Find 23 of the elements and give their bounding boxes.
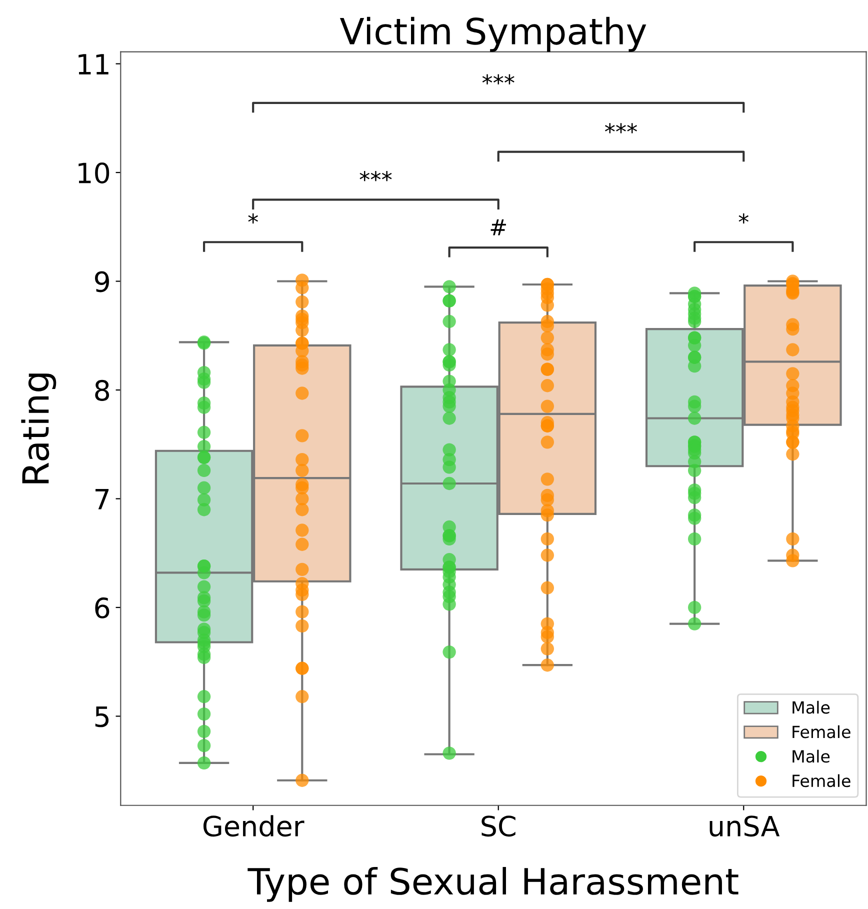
y-tick-label: 8 <box>95 380 110 401</box>
y-tick-label: 11 <box>78 54 108 74</box>
annotation: *** <box>360 170 392 182</box>
y-tick-label: 9 <box>95 271 109 292</box>
x-tick-label: unSA <box>710 816 780 837</box>
legend-label: Female <box>792 725 850 738</box>
y-tick-label: 7 <box>96 489 109 510</box>
x-tick-label: SC <box>482 816 516 837</box>
y-tick-label: 10 <box>78 162 110 184</box>
annotation: *** <box>482 74 514 84</box>
x-axis-title: Type of Sexual Harassment <box>248 866 738 902</box>
annotation: *** <box>604 123 637 134</box>
annotation: * <box>248 213 258 224</box>
x-tick-label: Gender <box>203 815 304 837</box>
annotation: # <box>490 219 506 236</box>
y-tick-label: 6 <box>95 597 110 618</box>
legend-label: Male <box>792 700 830 714</box>
chart-title: Victim Sympathy <box>340 16 646 52</box>
legend-label: Female <box>792 774 850 788</box>
y-axis-title: Rating <box>21 374 56 484</box>
legend-label: Male <box>792 750 830 763</box>
annotation: * <box>738 213 749 224</box>
y-tick-label: 5 <box>95 706 109 728</box>
